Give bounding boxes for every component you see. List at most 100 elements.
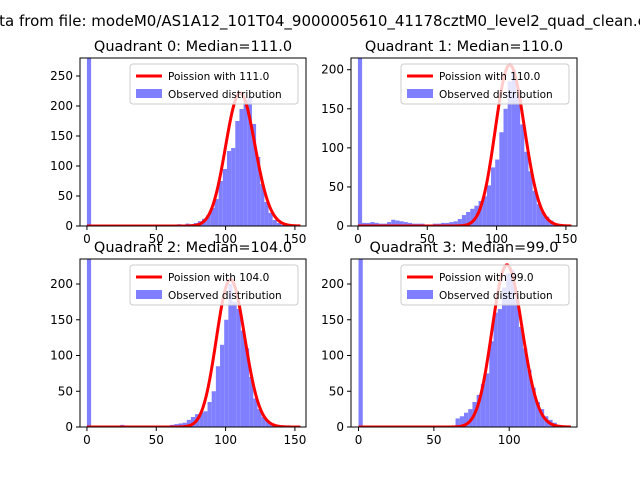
histogram-bar <box>243 100 248 226</box>
y-tick-label: 0 <box>65 420 73 434</box>
axes-frame <box>79 258 307 428</box>
histogram-bar <box>441 222 446 226</box>
panel-quadrant-3: Quadrant 3: Median=99.0 0 50 100 0 50 100 150 20… <box>321 240 578 447</box>
histogram-bar <box>362 222 367 226</box>
histogram-bar <box>403 222 408 226</box>
panel-quadrant-2: Quadrant 2: Median=104.0 0 50 100 150 0 50 100 1… <box>50 240 307 447</box>
histogram-bar <box>540 211 546 226</box>
histogram-bar <box>272 220 277 226</box>
histogram-bar <box>503 108 508 226</box>
y-tick-label: 100 <box>50 349 73 363</box>
histogram-bar <box>514 298 519 427</box>
histogram-bar <box>86 58 92 226</box>
legend-entry-poisson: Poission with 99.0 <box>439 272 534 284</box>
histogram-bar <box>220 344 225 427</box>
histogram-bar <box>206 215 211 226</box>
x-tick-label: 50 <box>149 433 164 447</box>
histogram-bar <box>464 412 469 427</box>
y-tick-label: 150 <box>321 313 344 327</box>
legend-box <box>129 63 299 105</box>
suptitle: Data from file: modeM0/AS1A12_101T04_900… <box>0 12 640 31</box>
histogram-bars <box>86 259 279 427</box>
x-tick-label: 150 <box>283 433 306 447</box>
legend-entry-poisson: Poission with 111.0 <box>168 71 269 83</box>
y-tick-label: 100 <box>321 141 344 155</box>
poisson-curve <box>357 63 572 226</box>
histogram-bar <box>545 216 550 226</box>
histogram-bar <box>214 199 219 226</box>
legend: Poission with 99.0 Observed distribution <box>400 264 570 306</box>
histogram-bar <box>261 416 266 427</box>
histogram-bar <box>244 348 250 427</box>
histogram-bar <box>366 222 371 226</box>
histogram-bar <box>501 287 507 427</box>
histogram-bar <box>536 204 541 226</box>
histogram-bar <box>480 384 486 427</box>
histogram-bar <box>370 222 375 226</box>
panel-title: Quadrant 2: Median=104.0 <box>94 240 292 256</box>
x-tick-label: 0 <box>83 232 91 246</box>
panel-quadrant-1: Quadrant 1: Median=110.0 0 50 100 150 0 50 100 1… <box>321 39 578 246</box>
y-tick-label: 50 <box>58 384 73 398</box>
legend-box <box>129 264 299 306</box>
histogram-bar <box>453 221 458 226</box>
histogram-bar <box>251 124 257 226</box>
histogram-bar <box>260 184 265 226</box>
y-tick-label: 150 <box>50 129 73 143</box>
histogram-bar <box>459 416 464 427</box>
x-tick-label: 50 <box>149 232 164 246</box>
x-tick-label: 0 <box>354 232 362 246</box>
histogram-bar <box>256 157 261 226</box>
histogram-bar <box>265 421 270 427</box>
poisson-curve <box>358 263 571 427</box>
legend-patch-icon <box>136 290 162 299</box>
histogram-bar <box>485 373 490 427</box>
histogram-bar <box>232 301 237 427</box>
legend-entry-observed: Observed distribution <box>168 89 282 101</box>
histogram-bar <box>211 391 216 427</box>
x-tick-label: 100 <box>214 232 237 246</box>
histogram-bar <box>247 97 252 226</box>
histogram-bar <box>210 208 215 226</box>
histogram-bar <box>407 222 413 226</box>
legend-patch-icon <box>407 89 433 98</box>
axes-frame <box>350 258 578 428</box>
legend: Poission with 110.0 Observed distribution <box>400 63 570 105</box>
histogram-bar <box>281 224 286 226</box>
histogram-bar <box>203 411 208 427</box>
histogram-bar <box>507 81 512 226</box>
histogram-bar <box>515 97 521 226</box>
x-tick-label: 150 <box>554 232 577 246</box>
histogram-bar <box>86 259 92 427</box>
histogram-bar <box>539 409 545 427</box>
histogram-bar <box>478 200 483 226</box>
panel-title: Quadrant 3: Median=99.0 <box>370 240 559 256</box>
histogram-bar <box>476 394 481 427</box>
panel-quadrant-0: Quadrant 0: Median=111.0 0 50 100 150 0 50 100 1… <box>50 39 307 246</box>
histogram-bar <box>495 159 500 226</box>
histogram-bar <box>226 151 232 226</box>
histogram-bar <box>528 171 533 226</box>
y-tick-label: 250 <box>50 69 73 83</box>
x-tick-label: 100 <box>214 433 237 447</box>
y-tick-label: 0 <box>336 420 344 434</box>
y-tick-label: 50 <box>329 180 344 194</box>
histogram-bar <box>523 348 528 427</box>
histogram-bar <box>511 69 516 226</box>
x-tick-label: 150 <box>283 232 306 246</box>
histogram-bar <box>199 412 204 427</box>
y-tick-label: 200 <box>50 277 73 291</box>
legend: Poission with 104.0 Observed distribution <box>129 264 299 306</box>
histogram-bar <box>236 309 241 427</box>
histogram-bar <box>532 190 537 226</box>
x-tick-label: 100 <box>485 232 508 246</box>
histogram-bar <box>466 211 471 226</box>
axes-frame <box>350 57 578 227</box>
histogram-bar <box>239 109 244 226</box>
y-tick-label: 200 <box>321 63 344 77</box>
histogram-bar <box>276 223 282 226</box>
y-tick-label: 100 <box>50 159 73 173</box>
histogram-bar <box>395 220 400 226</box>
histogram-bar <box>531 387 536 427</box>
